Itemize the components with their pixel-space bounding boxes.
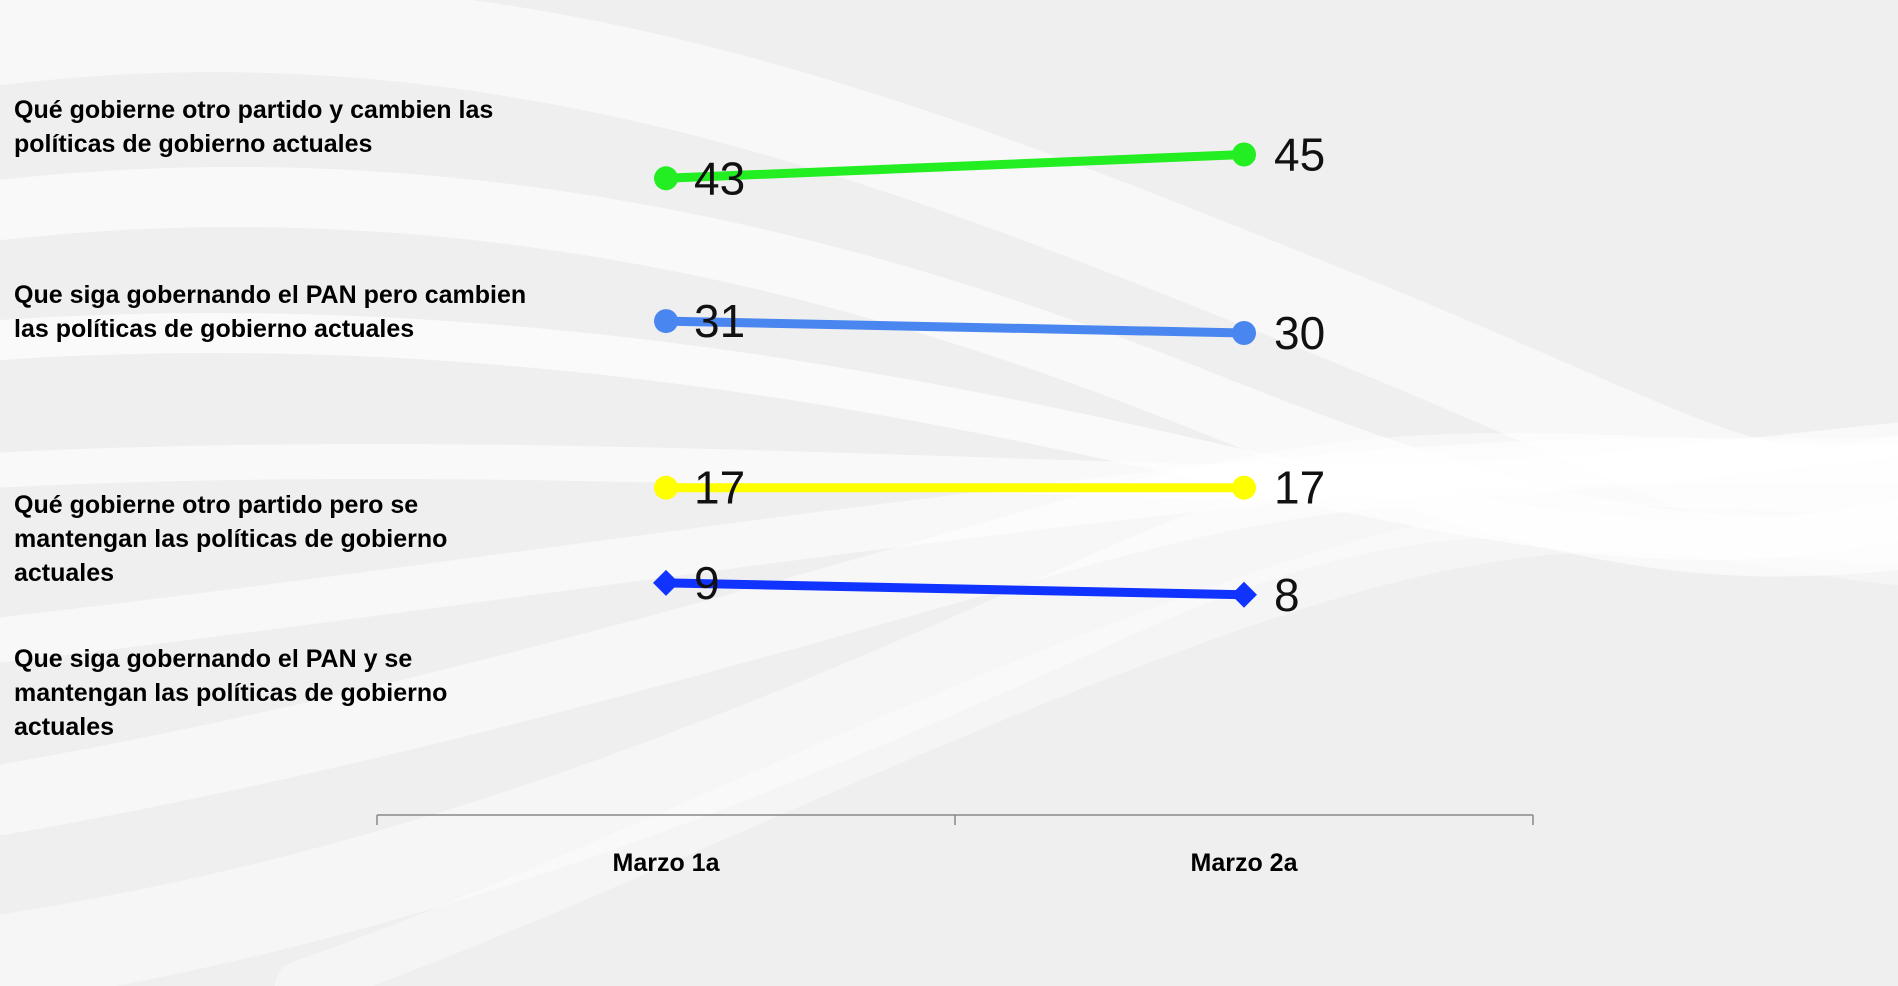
x-tick-label-1: Marzo 1a (613, 849, 721, 877)
series-label-2: Que siga gobernando el PAN pero cambien … (14, 281, 527, 343)
data-point-3-2 (1232, 475, 1256, 500)
data-point-1-2 (1232, 142, 1256, 167)
data-point-4-2 (1231, 581, 1257, 608)
series-label-4: Que siga gobernando el PAN y se mantenga… (14, 645, 448, 741)
data-point-1-1 (654, 166, 678, 191)
series-line-4 (661, 578, 1249, 600)
data-label-3-1: 17 (694, 462, 745, 514)
series-label-3: Qué gobierne otro partido pero se manten… (14, 491, 448, 587)
x-tick-label-2: Marzo 2a (1191, 849, 1299, 877)
series-label-1: Qué gobierne otro partido y cambien las … (14, 96, 494, 158)
data-label-4-1: 9 (694, 557, 720, 609)
series-line-1 (661, 150, 1249, 183)
data-label-1-1: 43 (694, 152, 745, 204)
data-label-2-1: 31 (694, 295, 745, 347)
data-point-4-1 (653, 569, 679, 596)
data-label-4-2: 8 (1274, 569, 1300, 621)
data-label-3-2: 17 (1274, 462, 1325, 514)
data-label-2-2: 30 (1274, 307, 1325, 359)
data-point-3-1 (654, 475, 678, 500)
series-line-2 (661, 316, 1249, 338)
data-label-1-2: 45 (1274, 129, 1325, 181)
data-point-2-2 (1232, 321, 1256, 345)
data-point-2-1 (654, 309, 678, 334)
